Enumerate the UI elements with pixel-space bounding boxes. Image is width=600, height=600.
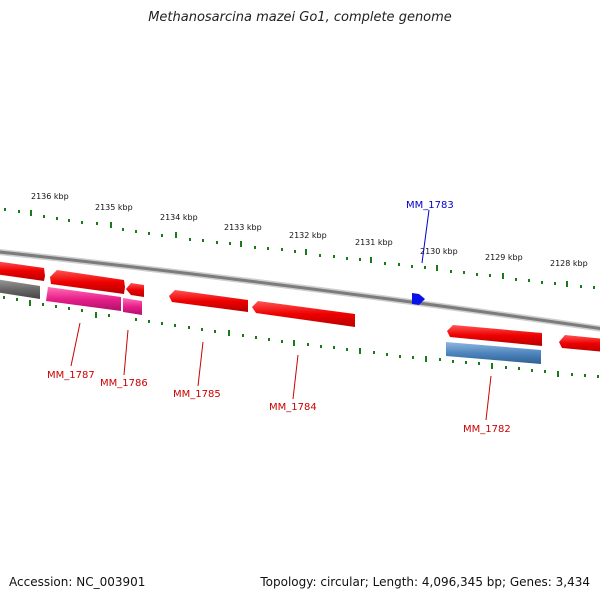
major-tick	[305, 249, 307, 255]
kbp-label: 2135 kbp	[95, 203, 133, 212]
major-tick	[491, 363, 493, 369]
major-tick	[370, 257, 372, 263]
gene-label-mm1784[interactable]: MM_1784	[269, 402, 317, 413]
gene-arrow[interactable]	[559, 335, 600, 352]
outer-tick-track	[4, 208, 595, 289]
kbp-label: 2132 kbp	[289, 231, 327, 240]
gene-arrow[interactable]	[0, 279, 40, 299]
gene-arrow[interactable]	[447, 325, 542, 346]
gene-arrow-mm1783[interactable]	[412, 293, 425, 305]
gene-label-mm1783[interactable]: MM_1783	[406, 200, 454, 211]
kbp-tick-labels: 2136 kbp 2135 kbp 2134 kbp 2133 kbp 2132…	[31, 192, 588, 268]
kbp-label: 2130 kbp	[420, 247, 458, 256]
kbp-label: 2131 kbp	[355, 238, 393, 247]
gene-arrow[interactable]	[0, 261, 45, 281]
major-tick	[228, 330, 230, 336]
reverse-strand-genes	[0, 279, 600, 364]
gene-leader-lines	[70, 209, 492, 421]
major-tick	[29, 300, 31, 306]
gene-arrow[interactable]	[50, 270, 125, 294]
major-tick	[359, 348, 361, 354]
major-tick	[436, 265, 438, 271]
major-tick	[502, 273, 504, 279]
gene-label-mm1782[interactable]: MM_1782	[463, 424, 511, 435]
major-tick	[566, 281, 568, 287]
accession-text: Accession: NC_003901	[9, 575, 146, 589]
gene-label-mm1786[interactable]: MM_1786	[100, 378, 148, 389]
gene-arrow-mm1784[interactable]	[252, 301, 355, 327]
major-tick	[425, 356, 427, 362]
kbp-label: 2134 kbp	[160, 213, 198, 222]
major-tick	[95, 312, 97, 318]
major-tick	[240, 241, 242, 247]
gene-arrow-mm1787[interactable]	[46, 287, 121, 311]
gene-arrow-mm1786[interactable]	[123, 298, 142, 315]
kbp-label: 2128 kbp	[550, 259, 588, 268]
genome-backbone-core	[0, 250, 600, 331]
major-tick	[293, 340, 295, 346]
genome-summary-text: Topology: circular; Length: 4,096,345 bp…	[260, 575, 590, 589]
gene-arrow-mm1782[interactable]	[446, 342, 541, 364]
map-title: Methanosarcina mazei Go1, complete genom…	[148, 10, 452, 25]
forward-strand-genes	[0, 261, 425, 305]
major-tick	[175, 232, 177, 238]
major-tick	[110, 222, 112, 228]
major-tick	[557, 371, 559, 377]
kbp-label: 2133 kbp	[224, 223, 262, 232]
gene-arrow[interactable]	[126, 283, 144, 297]
inner-tick-track	[3, 296, 599, 378]
kbp-label: 2136 kbp	[31, 192, 69, 201]
kbp-label: 2129 kbp	[485, 253, 523, 262]
gene-labels: MM_1787 MM_1786 MM_1785 MM_1784 MM_1783 …	[47, 200, 511, 435]
gene-arrow-mm1785[interactable]	[169, 290, 248, 312]
gene-label-mm1785[interactable]: MM_1785	[173, 389, 221, 400]
major-tick	[30, 210, 32, 216]
gene-label-mm1787[interactable]: MM_1787	[47, 370, 95, 381]
